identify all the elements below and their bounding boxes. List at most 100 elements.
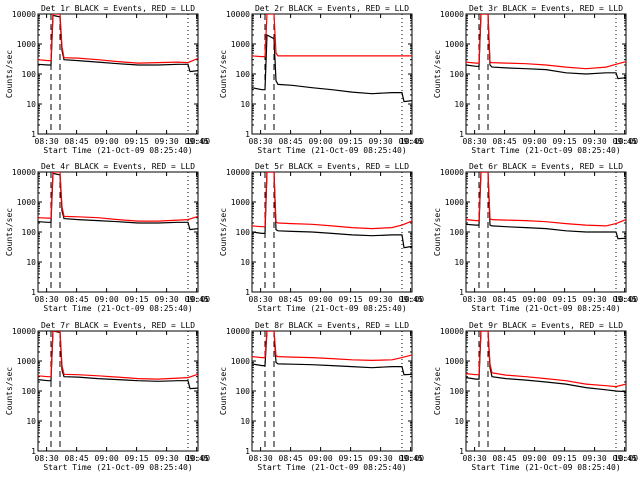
- series-line-events: [466, 14, 626, 80]
- series-line-lld: [466, 331, 626, 388]
- detector-panel: Det 4r BLACK = Events, RED = LLD 1 10 100 10…: [5, 162, 210, 313]
- series-line-lld: [38, 14, 198, 64]
- plot-frame: [465, 13, 627, 135]
- series-line-lld: [252, 172, 412, 230]
- y-tick-label: 10: [454, 258, 464, 267]
- panel-title: Det 2r BLACK = Events, RED = LLD: [255, 4, 409, 13]
- x-tick-label: 10:00: [614, 454, 638, 463]
- y-tick-label: 1: [31, 130, 36, 139]
- x-tick-label: 09:45: [613, 295, 637, 304]
- x-tick-label: 08:45: [65, 137, 89, 146]
- y-tick-label: 100: [450, 70, 465, 79]
- y-tick-label: 10: [240, 258, 250, 267]
- y-tick-label: 10: [240, 417, 250, 426]
- x-tick-label: 09:00: [523, 295, 547, 304]
- x-tick-label: 09:15: [339, 454, 363, 463]
- x-tick-label: 09:15: [553, 137, 577, 146]
- detector-panel: Det 7r BLACK = Events, RED = LLD 1 10 100 10…: [5, 321, 210, 472]
- x-tick-label: 09:15: [339, 137, 363, 146]
- y-tick-label: 10: [26, 100, 36, 109]
- y-tick-label: 100: [450, 228, 465, 237]
- detector-panel: Det 1r BLACK = Events, RED = LLD 1 10 100 10…: [5, 4, 210, 155]
- y-tick-label: 1: [245, 130, 250, 139]
- y-tick-label: 1: [245, 288, 250, 297]
- y-axis-label: Counts/sec: [5, 50, 14, 98]
- y-tick-label: 10000: [440, 168, 464, 177]
- x-tick-label: 08:30: [463, 295, 487, 304]
- panel-title: Det 4r BLACK = Events, RED = LLD: [41, 162, 195, 171]
- plot-frame: [37, 330, 199, 452]
- x-tick-label: 09:45: [185, 295, 209, 304]
- x-tick-label: 09:45: [613, 454, 637, 463]
- x-tick-label: 09:45: [399, 137, 423, 146]
- detector-panel: Det 5r BLACK = Events, RED = LLD 1 10 100 10…: [219, 162, 424, 313]
- series-line-lld: [252, 14, 412, 58]
- y-tick-label: 10000: [12, 10, 36, 19]
- x-tick-label: 10:00: [400, 137, 424, 146]
- y-tick-label: 10000: [226, 10, 250, 19]
- y-tick-label: 1000: [445, 357, 464, 366]
- y-tick-label: 10000: [12, 168, 36, 177]
- x-tick-label: 09:30: [155, 137, 179, 146]
- x-tick-label: 09:30: [369, 137, 393, 146]
- y-tick-label: 1: [31, 447, 36, 456]
- panel-title: Det 7r BLACK = Events, RED = LLD: [41, 321, 195, 330]
- y-tick-label: 1000: [17, 357, 36, 366]
- plot-frame: [37, 13, 199, 135]
- x-axis-label: Start Time (21-Oct-09 08:25:40): [43, 146, 192, 155]
- x-tick-label: 09:00: [309, 454, 333, 463]
- detector-panel: Det 3r BLACK = Events, RED = LLD 1 10 100 10…: [433, 4, 638, 155]
- y-tick-label: 10000: [440, 327, 464, 336]
- x-tick-label: 09:45: [185, 454, 209, 463]
- y-tick-label: 1: [459, 130, 464, 139]
- y-tick-label: 1000: [17, 40, 36, 49]
- y-tick-label: 100: [22, 228, 37, 237]
- y-tick-label: 10: [454, 100, 464, 109]
- x-axis-label: Start Time (21-Oct-09 08:25:40): [471, 304, 620, 313]
- x-tick-label: 10:00: [400, 454, 424, 463]
- y-tick-label: 100: [236, 387, 251, 396]
- y-tick-label: 100: [450, 387, 465, 396]
- x-tick-label: 09:15: [125, 137, 149, 146]
- y-axis-label: Counts/sec: [219, 50, 228, 98]
- x-tick-label: 09:30: [155, 454, 179, 463]
- x-tick-label: 09:45: [185, 137, 209, 146]
- x-tick-label: 09:45: [399, 454, 423, 463]
- y-axis-label: Counts/sec: [433, 367, 442, 415]
- x-tick-label: 09:30: [155, 295, 179, 304]
- panel-title: Det 6r BLACK = Events, RED = LLD: [469, 162, 623, 171]
- y-axis-label: Counts/sec: [5, 367, 14, 415]
- x-tick-label: 09:30: [583, 295, 607, 304]
- x-tick-label: 10:00: [186, 454, 210, 463]
- x-tick-label: 08:30: [463, 454, 487, 463]
- x-tick-label: 09:30: [369, 454, 393, 463]
- plot-frame: [465, 330, 627, 452]
- y-tick-label: 10: [454, 417, 464, 426]
- series-line-events: [252, 34, 412, 103]
- y-tick-label: 10: [26, 258, 36, 267]
- x-tick-label: 10:00: [186, 137, 210, 146]
- y-tick-label: 10000: [12, 327, 36, 336]
- y-axis-label: Counts/sec: [219, 367, 228, 415]
- x-tick-label: 09:15: [125, 295, 149, 304]
- x-tick-label: 09:45: [399, 295, 423, 304]
- y-tick-label: 1: [31, 288, 36, 297]
- panel-title: Det 3r BLACK = Events, RED = LLD: [469, 4, 623, 13]
- x-tick-label: 08:45: [279, 137, 303, 146]
- x-tick-label: 08:45: [493, 454, 517, 463]
- x-tick-label: 10:00: [400, 295, 424, 304]
- x-tick-label: 08:45: [65, 295, 89, 304]
- y-tick-label: 10000: [440, 10, 464, 19]
- x-axis-label: Start Time (21-Oct-09 08:25:40): [257, 463, 406, 472]
- y-tick-label: 1000: [231, 198, 250, 207]
- x-tick-label: 08:30: [35, 295, 59, 304]
- panel-title: Det 1r BLACK = Events, RED = LLD: [41, 4, 195, 13]
- series-line-lld: [466, 172, 626, 227]
- x-tick-label: 08:30: [249, 137, 273, 146]
- plot-frame: [37, 171, 199, 293]
- y-tick-label: 1: [459, 288, 464, 297]
- y-axis-label: Counts/sec: [433, 50, 442, 98]
- y-tick-label: 1000: [231, 40, 250, 49]
- x-tick-label: 09:00: [95, 137, 119, 146]
